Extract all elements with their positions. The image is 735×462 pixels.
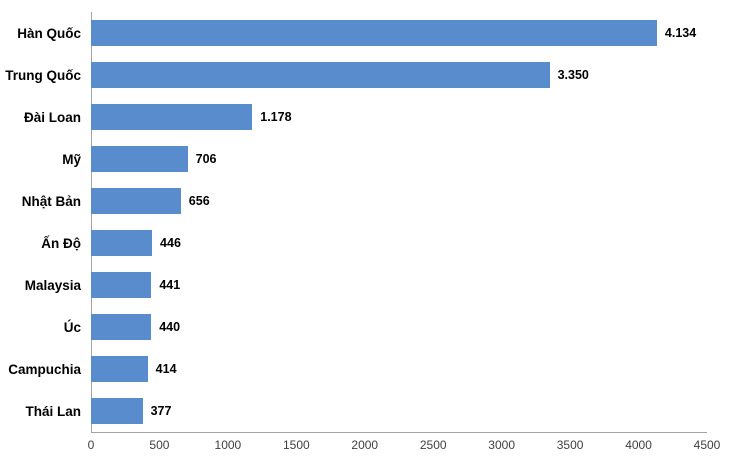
x-tick-label: 3500 (556, 438, 584, 452)
x-axis-line (91, 432, 707, 433)
bar-row: Ấn Độ 446 (0, 222, 707, 264)
x-tick-label: 500 (149, 438, 170, 452)
category-label: Campuchia (8, 361, 81, 377)
value-label: 377 (150, 404, 172, 418)
y-axis-line (91, 12, 92, 432)
bar (91, 188, 181, 214)
x-tick-label: 1000 (214, 438, 242, 452)
bar-row: Campuchia 414 (0, 348, 707, 390)
category-label: Úc (63, 319, 81, 335)
bar (91, 230, 153, 256)
bar-row: Hàn Quốc 4.134 (0, 12, 707, 54)
bar-row: Nhật Bản 656 (0, 180, 707, 222)
bar (91, 356, 148, 382)
category-label: Ấn Độ (41, 235, 81, 251)
x-tick-label: 1500 (282, 438, 310, 452)
bar-track: 3.350 (91, 62, 707, 88)
x-tick-label: 3000 (488, 438, 516, 452)
bar-row: Trung Quốc 3.350 (0, 54, 707, 96)
bar (91, 272, 152, 298)
bar-track: 1.178 (91, 104, 707, 130)
bar-track: 706 (91, 146, 707, 172)
category-label: Thái Lan (25, 403, 81, 419)
bar-row: Úc 440 (0, 306, 707, 348)
category-label: Malaysia (24, 277, 81, 293)
bar (91, 62, 550, 88)
bar-track: 4.134 (91, 20, 707, 46)
category-label: Hàn Quốc (17, 25, 81, 41)
bar (91, 146, 188, 172)
bar-row: Thái Lan 377 (0, 390, 707, 432)
x-axis-ticks: 0 500 1000 1500 2000 2500 3000 3500 4000 4500 (87, 438, 721, 458)
bar-track: 440 (91, 314, 707, 340)
bar-track: 377 (91, 398, 707, 424)
bar-track: 656 (91, 188, 707, 214)
bar-track: 446 (91, 230, 707, 256)
bar-track: 414 (91, 356, 707, 382)
x-tick-label: 4500 (693, 438, 721, 452)
value-label: 3.350 (557, 68, 589, 82)
value-label: 1.178 (260, 110, 292, 124)
category-label: Mỹ (62, 151, 81, 167)
value-label: 441 (159, 278, 181, 292)
category-label: Đài Loan (23, 109, 81, 125)
bar (91, 104, 253, 130)
x-tick-label: 4000 (625, 438, 652, 452)
value-label: 440 (159, 320, 181, 334)
bar-row: Đài Loan 1.178 (0, 96, 707, 138)
x-tick-label: 2000 (351, 438, 379, 452)
bar-row: Mỹ 706 (0, 138, 707, 180)
bar-row: Malaysia 441 (0, 264, 707, 306)
bar-rows: Hàn Quốc 4.134 Trung Quốc 3.350 Đài Loan 1.17… (0, 12, 707, 432)
value-label: 446 (160, 236, 181, 250)
bar-track: 441 (91, 272, 707, 298)
x-tick-label: 2500 (419, 438, 447, 452)
bar (91, 398, 143, 424)
value-label: 706 (195, 152, 217, 166)
x-tick-label: 0 (87, 438, 95, 452)
bar (91, 314, 152, 340)
bar (91, 20, 657, 46)
category-label: Trung Quốc (5, 67, 81, 83)
category-label: Nhật Bản (21, 193, 81, 209)
value-label: 4.134 (664, 26, 697, 40)
value-label: 656 (188, 194, 210, 208)
value-label: 414 (155, 362, 177, 376)
